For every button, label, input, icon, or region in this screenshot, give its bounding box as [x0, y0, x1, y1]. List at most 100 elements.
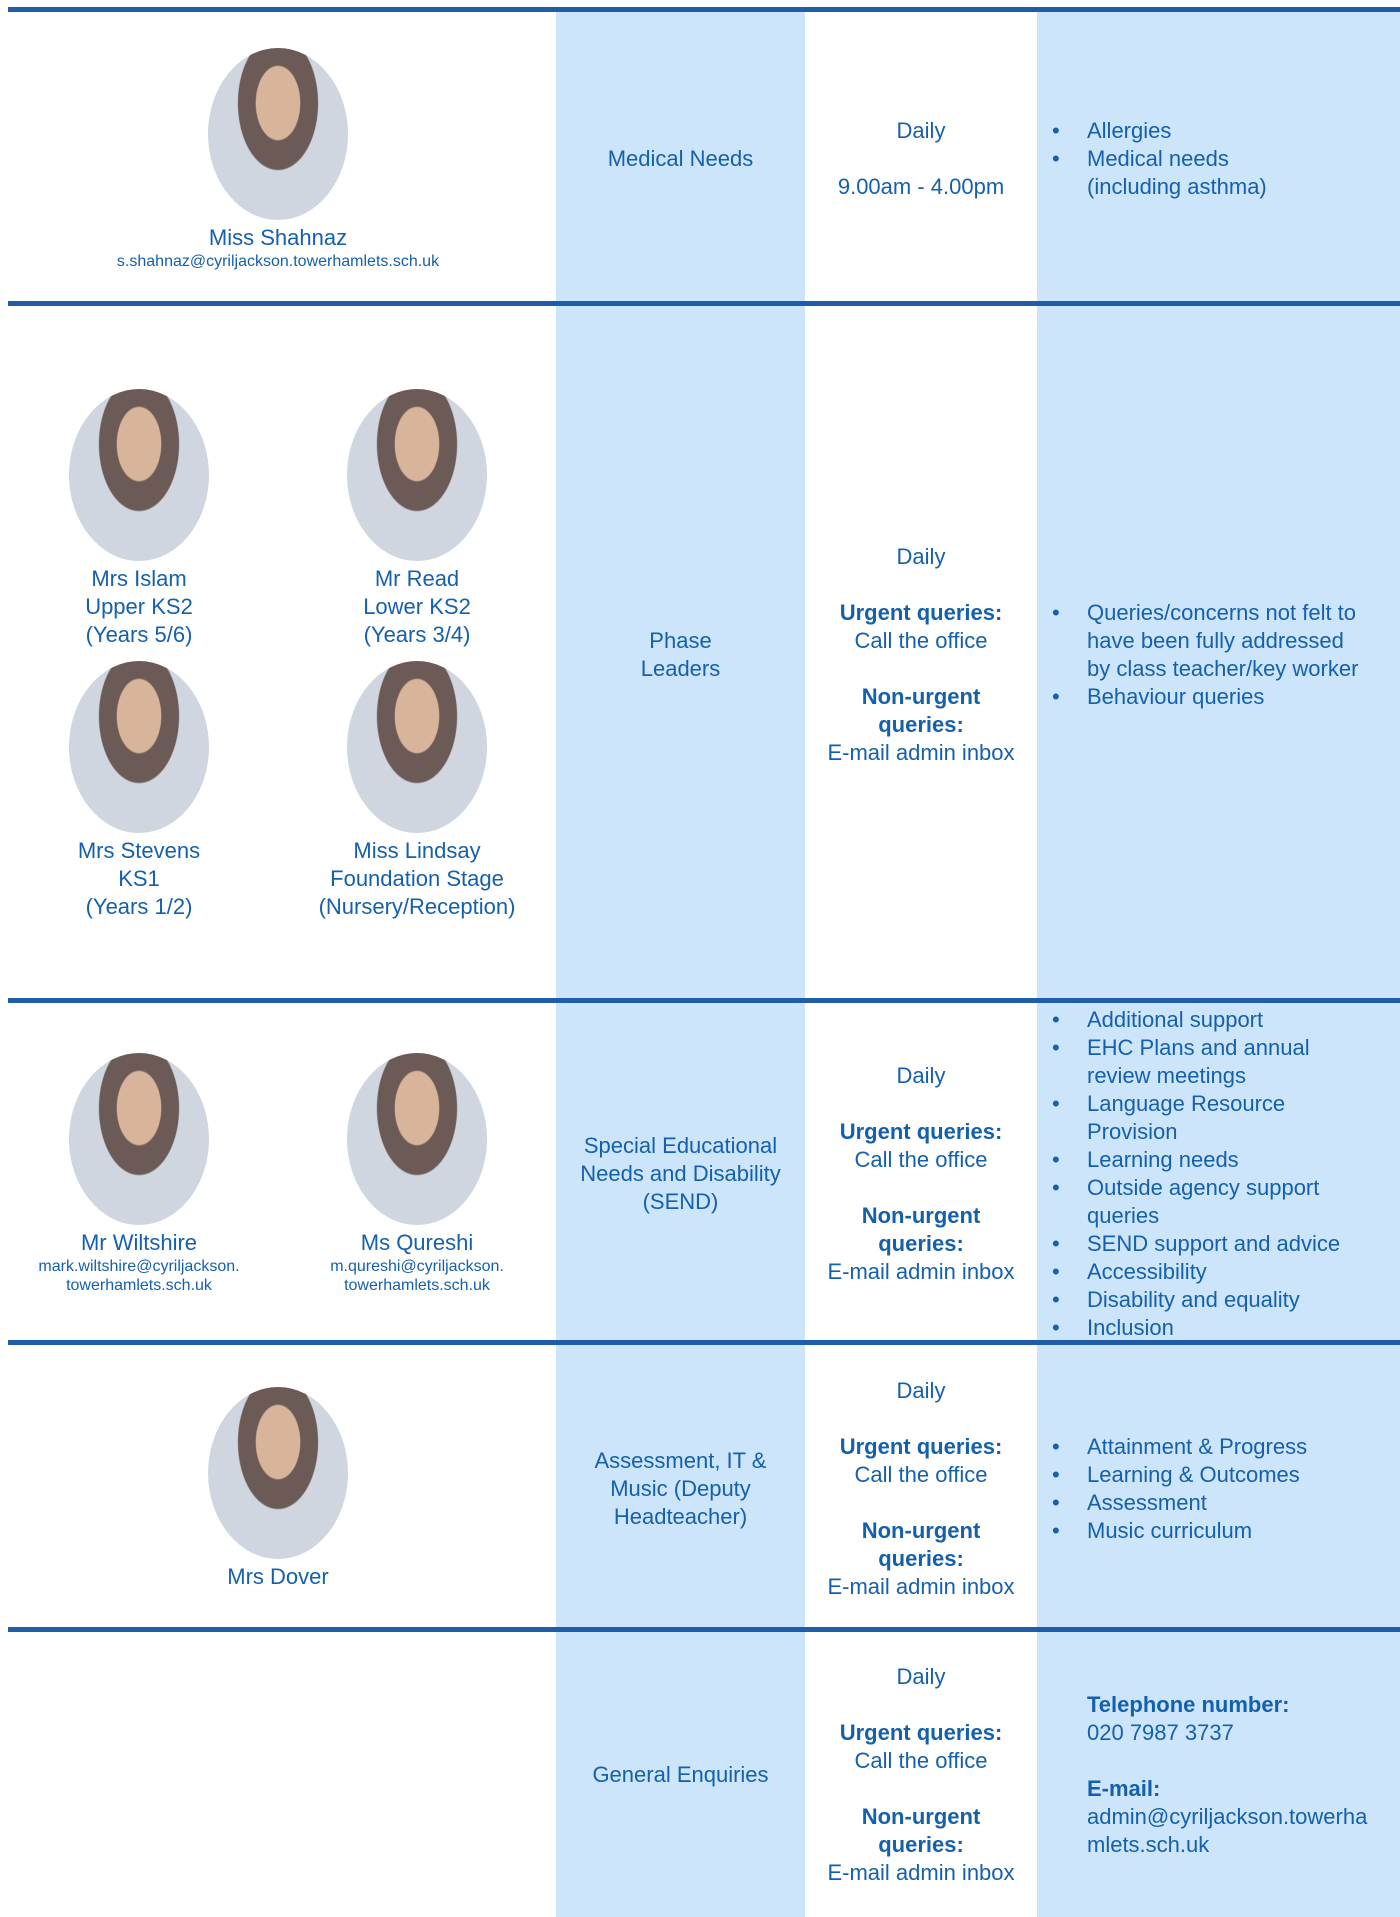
row-divider	[8, 998, 1400, 1003]
topic-text: Medical needs (including asthma)	[1087, 145, 1267, 201]
non-urgent-label: queries:	[878, 1831, 964, 1857]
topic-line: SEND support and advice	[1087, 1231, 1341, 1256]
table-row: Miss Shahnaz s.shahnaz@cyriljackson.tower…	[0, 12, 1400, 306]
topic-item: • Outside agency support queries	[1052, 1174, 1400, 1230]
bullet: •	[1052, 146, 1060, 171]
staff-name: Mr Wiltshire	[80, 1230, 198, 1255]
topic-text: Queries/concerns not felt to have been fu…	[1087, 599, 1358, 683]
area-cell: Phase Leaders	[556, 306, 805, 1003]
topic-item: • Language Resource Provision	[1052, 1090, 1400, 1146]
staff-photo	[208, 1386, 348, 1559]
topics-cell: • Allergies • Medical needs (including asthm…	[1037, 12, 1400, 306]
staff-photo	[347, 388, 487, 561]
topic-item: • Disability and equality	[1052, 1286, 1400, 1314]
non-urgent: Non-urgent queries:	[862, 1803, 981, 1859]
staff-member: Miss Shahnaz s.shahnaz@cyriljackson.tower…	[0, 42, 556, 277]
staff-name: Miss Shahnaz	[208, 224, 348, 250]
row-divider	[8, 7, 1400, 12]
staff-name: (Years 5/6)	[85, 621, 193, 647]
non-urgent: Non-urgent queries:	[862, 1202, 981, 1258]
topic-text: Language Resource Provision	[1087, 1090, 1285, 1146]
topic-text: Music curriculum	[1087, 1517, 1252, 1545]
bullet: •	[1052, 1035, 1060, 1060]
topic-item: • Learning & Outcomes	[1052, 1461, 1400, 1489]
topic-text: SEND support and advice	[1087, 1230, 1340, 1258]
bullet: •	[1052, 1433, 1060, 1459]
staff-name: (Years 1/2)	[85, 893, 193, 919]
urgent: Urgent queries:	[840, 1433, 1003, 1461]
topic-item: • SEND support and advice	[1052, 1230, 1400, 1258]
staff-member: Ms Qureshi m.qureshi@cyriljackson. towerha…	[278, 1047, 556, 1301]
line: queries:	[862, 1831, 981, 1859]
staff-photo	[347, 1053, 487, 1225]
bullet: •	[1052, 1461, 1060, 1487]
area-label: General Enquiries	[592, 1761, 769, 1787]
availability-cell: Daily Urgent queries: Call the office Non-u…	[805, 306, 1037, 1003]
area-label: Headteacher)	[613, 1503, 748, 1529]
staff-member: Miss Lindsay Foundation Stage (Nursery/Rec…	[278, 655, 556, 927]
topic-line: Music curriculum	[1087, 1517, 1253, 1543]
staff-photo	[347, 660, 487, 833]
line: Non-urgent	[862, 1202, 981, 1230]
topic-item: • Music curriculum	[1052, 1517, 1400, 1545]
row-divider	[8, 1627, 1400, 1632]
non-urgent-label: queries:	[878, 711, 964, 737]
area-label: Assessment, IT &	[594, 1447, 767, 1473]
area-label: Leaders	[640, 655, 721, 681]
topic-item: • Additional support	[1052, 1006, 1400, 1034]
bullet: •	[1052, 1315, 1060, 1340]
staff-name: Miss Lindsay	[353, 837, 481, 863]
table-row: Mrs Islam Upper KS2 (Years 5/6) Mr Read Lowe…	[0, 306, 1400, 1003]
topic-text: Accessibility	[1087, 1258, 1207, 1286]
topic-text: EHC Plans and annual review meetings	[1087, 1034, 1310, 1090]
bullet: •	[1052, 118, 1060, 143]
urgent-label: Urgent queries:	[839, 1719, 1003, 1745]
urgent-action: Call the office	[854, 627, 988, 653]
staff-cell: Miss Shahnaz s.shahnaz@cyriljackson.tower…	[0, 12, 556, 306]
staff-name: Upper KS2	[85, 593, 193, 619]
urgent-action: Call the office	[854, 1147, 988, 1172]
staff-email: s.shahnaz@cyriljackson.towerhamlets.sch.…	[116, 252, 440, 270]
area-cell: Medical Needs	[556, 12, 805, 306]
topic-line: Accessibility	[1087, 1259, 1207, 1284]
non-urgent-action: E-mail admin inbox	[827, 1573, 1015, 1599]
topic-text: Learning needs	[1087, 1146, 1239, 1174]
topic-text: Disability and equality	[1087, 1286, 1300, 1314]
availability-hours: 9.00am - 4.00pm	[837, 174, 1005, 199]
area-cell: Special Educational Needs and Disability (…	[556, 1003, 805, 1345]
staff-photo	[69, 388, 209, 561]
topic-item: • Learning needs	[1052, 1146, 1400, 1174]
staff-cell: Mr Wiltshire mark.wiltshire@cyriljackson.…	[0, 1003, 556, 1345]
staff-member: Mrs Islam Upper KS2 (Years 5/6)	[0, 383, 278, 655]
non-urgent-label: queries:	[878, 1545, 964, 1571]
non-urgent: Non-urgent queries:	[862, 683, 981, 739]
staff-name: Mrs Dover	[227, 1563, 329, 1589]
topic-line: Inclusion	[1087, 1315, 1174, 1340]
line: queries:	[862, 1230, 981, 1258]
availability-days: Daily	[896, 118, 946, 143]
urgent-action: Call the office	[854, 1461, 988, 1487]
staff-name: (Years 3/4)	[363, 621, 471, 647]
line: Non-urgent	[862, 683, 981, 711]
urgent: Urgent queries:	[840, 599, 1003, 627]
bullet: •	[1052, 599, 1060, 625]
staff-name: Foundation Stage	[330, 865, 504, 891]
availability-cell: Daily Urgent queries: Call the office Non-u…	[805, 1632, 1037, 1917]
bullet: •	[1052, 1259, 1060, 1284]
staff-cell: Mrs Dover	[0, 1345, 556, 1632]
non-urgent-action: E-mail admin inbox	[827, 1259, 1015, 1284]
availability-days: Daily	[896, 1063, 946, 1088]
bullet: •	[1052, 1517, 1060, 1543]
staff-photo	[69, 1053, 209, 1225]
topic-line: Medical needs	[1087, 146, 1229, 171]
staff-name: Ms Qureshi	[360, 1230, 474, 1255]
staff-member: Mrs Dover	[0, 1381, 556, 1597]
bullet: •	[1052, 1091, 1060, 1116]
availability-days: Daily	[896, 1663, 946, 1689]
topics-cell: • Attainment & Progress • Learning & Outcom…	[1037, 1345, 1400, 1632]
bullet: •	[1052, 1007, 1060, 1032]
topic-item: • Inclusion	[1052, 1314, 1400, 1342]
bullet: •	[1052, 1489, 1060, 1515]
availability-days: Daily	[896, 543, 946, 569]
